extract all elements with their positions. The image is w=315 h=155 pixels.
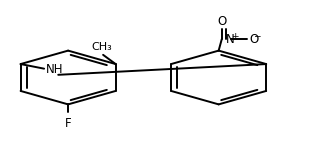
Text: +: + (231, 31, 238, 40)
Text: O: O (249, 33, 258, 46)
Text: CH₃: CH₃ (91, 42, 112, 52)
Text: −: − (253, 31, 260, 40)
Text: NH: NH (46, 63, 63, 76)
Text: F: F (65, 117, 72, 130)
Text: N: N (226, 33, 234, 46)
Text: O: O (217, 15, 226, 28)
